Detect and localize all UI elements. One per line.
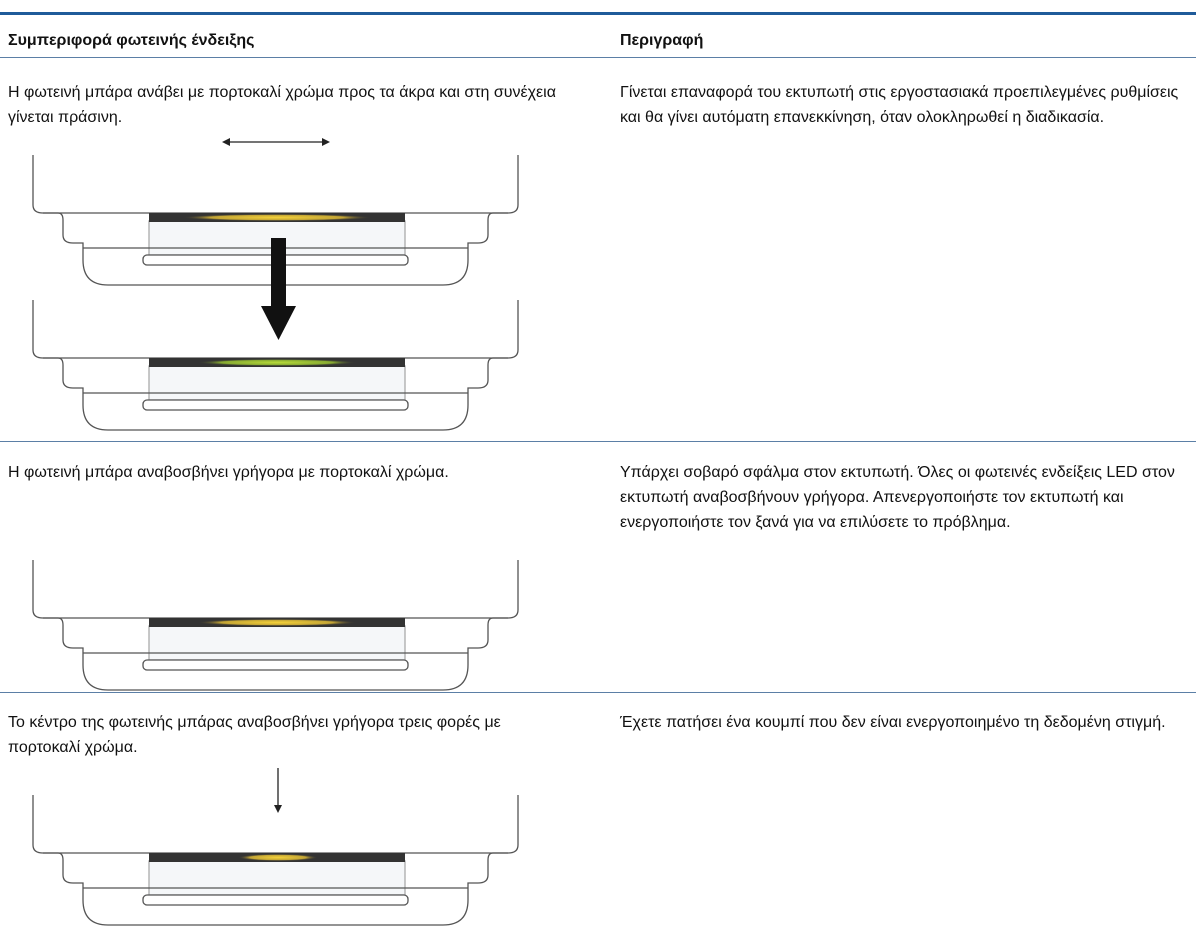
header-cell: Συμπεριφορά φωτεινής ένδειξης xyxy=(8,32,255,49)
illustrations xyxy=(32,138,519,926)
transition-arrow xyxy=(261,238,296,340)
cell: Υπάρχει σοβαρό σφάλμα στον εκτυπωτή. Όλε… xyxy=(620,464,1175,531)
header-rule xyxy=(0,57,1196,58)
printer-illustration xyxy=(32,559,519,691)
cell: Γίνεται επαναφορά του εκτυπωτή στις εργο… xyxy=(620,84,1179,126)
printer-illustration xyxy=(32,138,519,286)
cell: Το κέντρο της φωτεινής μπάρας αναβοσβήνε… xyxy=(8,714,501,756)
cell: Η φωτεινή μπάρα ανάβει με πορτοκαλί χρώμ… xyxy=(8,84,556,126)
printer-illustration xyxy=(32,768,519,926)
cell: Η φωτεινή μπάρα αναβοσβήνει γρήγορα με π… xyxy=(8,464,449,481)
header-cell: Περιγραφή xyxy=(620,32,704,49)
cell: Έχετε πατήσει ένα κουμπί που δεν είναι ε… xyxy=(620,714,1166,731)
row-rule xyxy=(0,441,1196,442)
top-rule xyxy=(0,12,1196,15)
row-rule xyxy=(0,692,1196,693)
printer-illustration xyxy=(32,299,519,431)
